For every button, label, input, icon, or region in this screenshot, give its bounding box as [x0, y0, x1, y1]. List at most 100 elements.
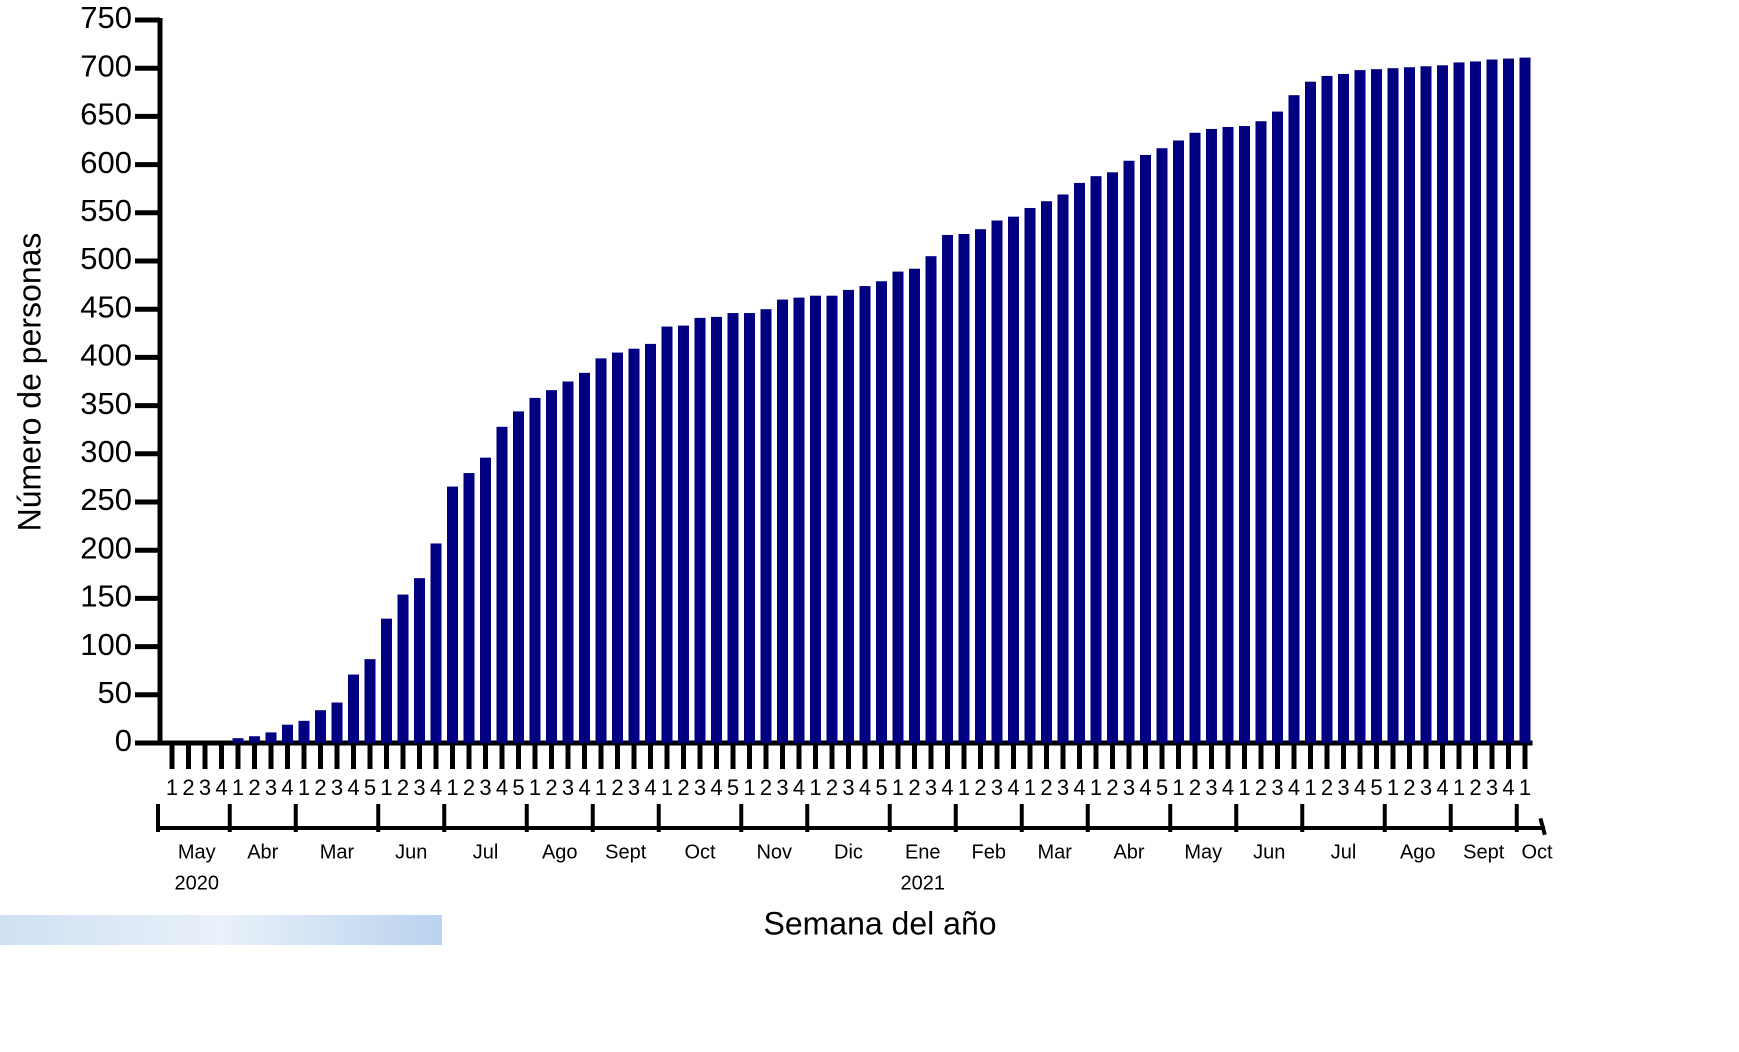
x-tick-label: 4 [859, 775, 871, 800]
x-tick-label: 4 [1436, 775, 1448, 800]
bar [1157, 148, 1168, 743]
x-tick-label: 2 [1255, 775, 1267, 800]
x-tick [318, 743, 323, 769]
x-tick-label: 4 [430, 775, 442, 800]
x-tick-label: 2 [545, 775, 557, 800]
x-tick-label: 3 [562, 775, 574, 800]
x-tick [780, 743, 785, 769]
x-tick [681, 743, 686, 769]
bar [728, 313, 739, 743]
x-tick [351, 743, 356, 769]
month-label: Jul [1331, 841, 1357, 863]
month-label: May [1184, 841, 1222, 863]
x-tick [1226, 743, 1231, 769]
bar [1256, 121, 1267, 743]
bar [794, 298, 805, 743]
bar [1025, 208, 1036, 743]
x-tick [1242, 743, 1247, 769]
x-tick [1094, 743, 1099, 769]
bar [1454, 62, 1465, 743]
bar [1421, 66, 1432, 743]
bar [1041, 201, 1052, 743]
month-label: Nov [756, 841, 792, 863]
bar [464, 473, 475, 743]
bar [546, 390, 557, 743]
x-tick [450, 743, 455, 769]
x-axis-title: Semana del año [763, 905, 996, 941]
bar [959, 234, 970, 743]
x-tick-label: 4 [215, 775, 227, 800]
y-tick-label: 450 [80, 289, 132, 324]
bar [827, 296, 838, 743]
bar [992, 221, 1003, 743]
x-tick-label: 3 [694, 775, 706, 800]
x-tick [236, 743, 241, 769]
bar [1388, 68, 1399, 743]
month-label: Oct [684, 841, 716, 863]
bar [876, 281, 887, 743]
photo-fragment [0, 915, 442, 945]
x-tick-label: 1 [1519, 775, 1531, 800]
x-tick [978, 743, 983, 769]
x-tick [1325, 743, 1330, 769]
x-tick [1176, 743, 1181, 769]
x-tick [1193, 743, 1198, 769]
x-tick [1160, 743, 1165, 769]
x-tick-label: 3 [1271, 775, 1283, 800]
month-label: Abr [247, 841, 278, 863]
year-label: 2021 [901, 872, 946, 894]
x-tick [170, 743, 175, 769]
x-tick [1143, 743, 1148, 769]
x-tick-label: 4 [1007, 775, 1019, 800]
x-tick-label: 2 [1403, 775, 1415, 800]
x-tick [533, 743, 538, 769]
x-tick-label: 1 [166, 775, 178, 800]
x-tick-label: 4 [941, 775, 953, 800]
x-tick [1044, 743, 1049, 769]
bar [282, 725, 293, 743]
x-tick [731, 743, 736, 769]
bar [629, 349, 640, 743]
bar [1190, 133, 1201, 743]
x-tick-label: 2 [677, 775, 689, 800]
bar [513, 411, 524, 743]
x-tick [896, 743, 901, 769]
x-tick [467, 743, 472, 769]
bar [365, 659, 376, 743]
bar [777, 300, 788, 743]
x-tick [516, 743, 521, 769]
x-tick-label: 1 [595, 775, 607, 800]
x-tick-label: 3 [1420, 775, 1432, 800]
y-axis-title: Número de personas [11, 233, 47, 532]
x-tick-label: 3 [776, 775, 788, 800]
bar [414, 578, 425, 743]
x-tick-label: 3 [925, 775, 937, 800]
bar [1272, 112, 1283, 743]
x-tick [1473, 743, 1478, 769]
x-tick [483, 743, 488, 769]
x-tick [1275, 743, 1280, 769]
x-tick-label: 5 [1370, 775, 1382, 800]
x-tick [434, 743, 439, 769]
x-tick [1028, 743, 1033, 769]
bar [398, 595, 409, 743]
x-tick-label: 4 [710, 775, 722, 800]
x-tick [582, 743, 587, 769]
month-label: Jun [1253, 841, 1285, 863]
x-tick [1440, 743, 1445, 769]
y-tick-label: 100 [80, 627, 132, 662]
x-tick [203, 743, 208, 769]
month-label: Dic [834, 841, 863, 863]
y-tick-label: 600 [80, 145, 132, 180]
y-tick-label: 250 [80, 482, 132, 517]
x-tick [1523, 743, 1528, 769]
x-tick-label: 3 [842, 775, 854, 800]
y-tick-label: 150 [80, 579, 132, 614]
bar [1206, 129, 1217, 743]
x-tick-label: 5 [364, 775, 376, 800]
x-tick [1292, 743, 1297, 769]
bar [942, 235, 953, 743]
x-tick [1077, 743, 1082, 769]
bar [860, 286, 871, 743]
x-tick-label: 1 [743, 775, 755, 800]
